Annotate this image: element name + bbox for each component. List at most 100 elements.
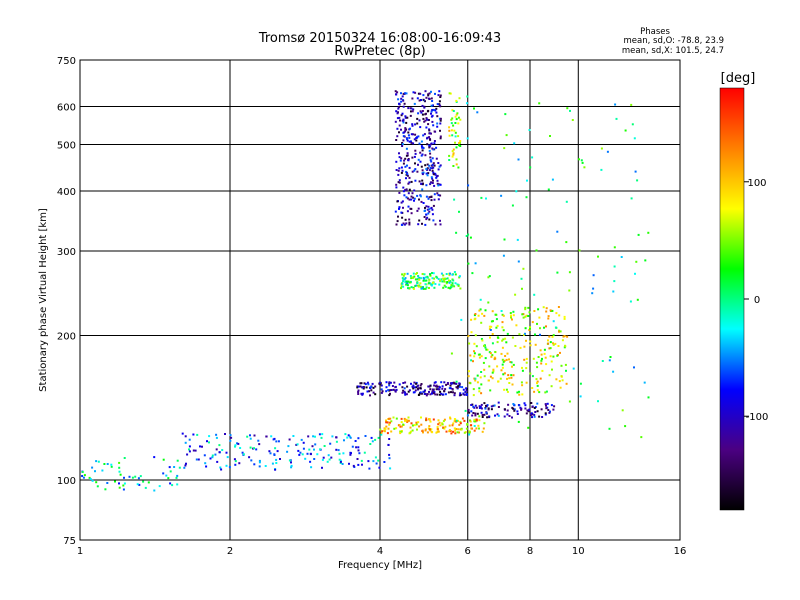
data-point	[320, 436, 323, 439]
data-point	[433, 277, 436, 280]
data-point	[128, 475, 131, 478]
data-point	[544, 403, 547, 406]
data-point	[323, 445, 326, 447]
data-point	[453, 198, 456, 201]
data-point	[526, 179, 528, 182]
data-point	[249, 437, 252, 440]
data-point	[424, 119, 427, 122]
data-point	[430, 132, 432, 135]
data-point	[474, 377, 477, 380]
data-point	[497, 406, 500, 408]
data-point	[418, 284, 421, 287]
data-point	[489, 389, 492, 392]
data-point	[188, 448, 190, 451]
data-point	[503, 372, 506, 375]
data-point	[417, 285, 420, 288]
data-point	[167, 477, 170, 480]
data-point	[547, 409, 550, 411]
data-point	[547, 317, 550, 320]
data-point	[492, 404, 495, 407]
data-point	[398, 206, 401, 209]
data-point	[96, 485, 99, 488]
data-point	[255, 448, 258, 451]
data-point	[551, 309, 554, 312]
data-point	[438, 386, 441, 389]
data-point	[524, 308, 527, 311]
data-point	[396, 127, 399, 130]
data-point	[405, 222, 408, 225]
data-point	[528, 311, 531, 314]
data-point	[408, 181, 411, 184]
data-point	[474, 412, 477, 415]
data-point	[464, 409, 467, 412]
data-points	[81, 90, 650, 492]
data-point	[404, 280, 407, 283]
data-point	[548, 411, 551, 414]
data-point	[437, 194, 440, 197]
data-point	[512, 403, 515, 405]
data-point	[552, 343, 555, 346]
data-point	[456, 387, 459, 389]
data-point	[451, 134, 454, 137]
data-point	[402, 121, 405, 124]
data-point	[421, 273, 424, 275]
data-point	[433, 140, 436, 142]
data-point	[525, 357, 528, 360]
data-point	[412, 272, 415, 275]
data-point	[495, 318, 498, 321]
data-point	[348, 462, 350, 465]
colorbar-tick-label: 0	[754, 295, 760, 306]
data-point	[432, 124, 435, 127]
data-point	[458, 385, 461, 388]
data-point	[550, 385, 553, 388]
data-point	[478, 405, 481, 408]
data-point	[545, 404, 547, 407]
data-point	[464, 390, 467, 393]
data-point	[429, 159, 432, 162]
data-point	[512, 314, 515, 317]
data-point	[479, 376, 482, 379]
data-point	[397, 107, 400, 110]
data-point	[379, 381, 382, 384]
data-point	[313, 448, 315, 451]
data-point	[422, 390, 425, 393]
data-point	[423, 273, 426, 276]
data-point	[439, 96, 442, 98]
data-point	[430, 181, 433, 184]
data-point	[516, 238, 519, 241]
data-point	[503, 388, 506, 391]
data-point	[477, 424, 480, 427]
data-point	[301, 453, 304, 456]
data-point	[565, 382, 568, 385]
data-point	[427, 212, 430, 215]
data-point	[410, 198, 413, 201]
data-point	[425, 205, 428, 208]
data-point	[467, 370, 470, 373]
data-point	[457, 135, 460, 138]
data-point	[540, 353, 543, 356]
data-point	[432, 171, 435, 174]
data-point	[423, 133, 426, 136]
data-point	[466, 423, 469, 426]
data-point	[421, 183, 424, 186]
data-point	[405, 147, 408, 150]
data-point	[118, 466, 121, 469]
data-point	[374, 438, 377, 441]
data-point	[454, 115, 457, 118]
data-point	[371, 382, 374, 385]
data-point	[385, 386, 388, 389]
data-point	[420, 277, 423, 280]
data-point	[483, 413, 486, 416]
y-axis-label: Stationary phase Virtual Height [km]	[38, 208, 49, 392]
data-point	[418, 276, 421, 279]
data-point	[420, 383, 423, 385]
data-point	[451, 424, 454, 427]
data-point	[451, 282, 454, 285]
data-point	[449, 280, 452, 283]
data-point	[437, 430, 440, 433]
data-point	[226, 456, 229, 459]
data-point	[423, 216, 426, 218]
data-point	[208, 441, 210, 444]
data-point	[429, 393, 432, 396]
data-point	[348, 435, 351, 438]
